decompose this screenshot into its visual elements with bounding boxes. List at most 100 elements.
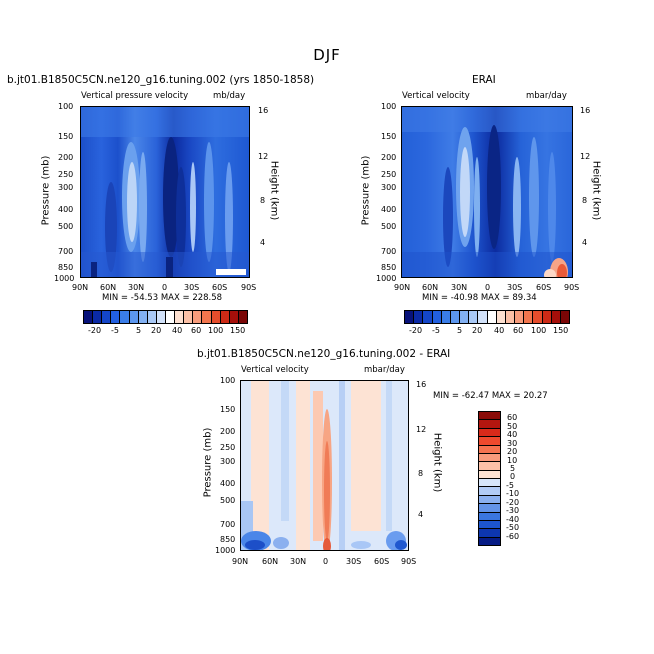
panel2-stats: MIN = -40.98 MAX = 89.34 bbox=[422, 293, 537, 303]
cbar3-label: 0 bbox=[510, 472, 516, 481]
colorbar-swatch bbox=[184, 311, 194, 323]
colorbar-swatch bbox=[496, 311, 506, 323]
panel3-htick: 4 bbox=[418, 510, 424, 519]
panel2-htick: 4 bbox=[582, 238, 588, 247]
panel1-lattick: 90N bbox=[72, 283, 89, 292]
cbar2-label: 100 bbox=[531, 326, 547, 335]
colorbar-swatch bbox=[469, 311, 479, 323]
panel1-ptick: 200 bbox=[58, 153, 74, 162]
panel1-ptick: 100 bbox=[58, 102, 74, 111]
colorbar-swatch bbox=[220, 311, 230, 323]
panel3-title: b.jt01.B1850C5CN.ne120_g16.tuning.002 - … bbox=[197, 348, 451, 360]
cbar3-label: -50 bbox=[506, 523, 520, 532]
colorbar-swatch bbox=[460, 311, 470, 323]
colorbar-swatch bbox=[542, 311, 552, 323]
panel2-htick: 8 bbox=[582, 196, 588, 205]
colorbar-swatch bbox=[479, 445, 500, 454]
panel2-lattick: 60N bbox=[422, 283, 439, 292]
colorbar-swatch bbox=[479, 487, 500, 496]
panel2-plot bbox=[401, 106, 573, 278]
panel3-ptick: 400 bbox=[220, 479, 236, 488]
cbar1-label: 100 bbox=[208, 326, 224, 335]
panel2-ptick: 250 bbox=[381, 170, 397, 179]
cbar1-label: 60 bbox=[191, 326, 202, 335]
colorbar-swatch bbox=[84, 311, 94, 323]
panel3-ptick: 1000 bbox=[215, 546, 236, 555]
colorbar-swatch bbox=[533, 311, 543, 323]
cbar2-label: 60 bbox=[513, 326, 524, 335]
colorbar-swatch bbox=[505, 311, 516, 323]
panel2-units: mbar/day bbox=[526, 91, 567, 101]
colorbar-swatch bbox=[129, 311, 139, 323]
panel3-ylabel: Pressure (mb) bbox=[202, 427, 214, 498]
panel2-lattick: 90N bbox=[394, 283, 411, 292]
panel3-units: mbar/day bbox=[364, 365, 405, 375]
panel1-ptick: 850 bbox=[58, 263, 74, 272]
panel1-lattick: 30N bbox=[128, 283, 145, 292]
panel2-ptick: 700 bbox=[381, 247, 397, 256]
panel2-lattick: 30S bbox=[507, 283, 523, 292]
panel3-lattick: 0 bbox=[323, 557, 329, 566]
panel1-htick: 4 bbox=[260, 238, 266, 247]
panel3-ptick: 250 bbox=[220, 443, 236, 452]
cbar2-label: 20 bbox=[472, 326, 483, 335]
colorbar-swatch bbox=[479, 462, 500, 471]
panel3-htick: 16 bbox=[416, 380, 427, 389]
colorbar-swatch bbox=[479, 437, 500, 446]
cbar3-label: 50 bbox=[507, 422, 518, 431]
colorbar-swatch bbox=[479, 428, 500, 438]
panel3-ptick: 300 bbox=[220, 457, 236, 466]
colorbar-swatch bbox=[193, 311, 203, 323]
colorbar-swatch bbox=[479, 520, 500, 530]
panel3-lattick: 60N bbox=[262, 557, 279, 566]
cbar2-label: 40 bbox=[494, 326, 505, 335]
panel2-ptick: 850 bbox=[381, 263, 397, 272]
cbar3-label: -20 bbox=[506, 498, 520, 507]
colorbar-swatch bbox=[560, 311, 570, 323]
cbar1-label: -20 bbox=[88, 326, 102, 335]
panel3-ptick: 150 bbox=[220, 405, 236, 414]
colorbar-swatch bbox=[515, 311, 525, 323]
colorbar-swatch bbox=[479, 504, 500, 513]
colorbar-swatch bbox=[175, 311, 185, 323]
panel1-stats: MIN = -54.53 MAX = 228.58 bbox=[102, 293, 223, 303]
colorbar-swatch bbox=[120, 311, 130, 323]
panel1-title: b.jt01.B1850C5CN.ne120_g16.tuning.002 (y… bbox=[7, 74, 315, 86]
panel2-left-label: Vertical velocity bbox=[402, 91, 470, 101]
colorbar-swatch bbox=[432, 311, 442, 323]
panel2-ptick: 200 bbox=[381, 153, 397, 162]
cbar3-label: 30 bbox=[507, 439, 518, 448]
cbar3-label: -60 bbox=[506, 532, 520, 541]
colorbar-swatch bbox=[479, 512, 500, 521]
colorbar-swatch bbox=[479, 420, 500, 429]
panel3-ptick: 200 bbox=[220, 427, 236, 436]
cbar2-label: 150 bbox=[553, 326, 569, 335]
panel1-ylabel: Pressure (mb) bbox=[40, 155, 52, 226]
panel2-ptick: 300 bbox=[381, 183, 397, 192]
colorbar-swatch bbox=[147, 311, 157, 323]
panel2-htick: 16 bbox=[580, 106, 591, 115]
panel2-htick: 12 bbox=[580, 152, 591, 161]
panel1-lattick: 30S bbox=[184, 283, 200, 292]
colorbar-swatch bbox=[479, 470, 500, 479]
colorbar-swatch bbox=[165, 311, 176, 323]
cbar3-label: 5 bbox=[510, 464, 516, 473]
season-title: DJF bbox=[313, 46, 341, 64]
panel1-ptick: 500 bbox=[58, 222, 74, 231]
cbar2-label: 5 bbox=[457, 326, 463, 335]
panel1-plot bbox=[80, 106, 250, 278]
panel2-ptick: 500 bbox=[381, 222, 397, 231]
panel1-ptick: 300 bbox=[58, 183, 74, 192]
cbar1-label: 40 bbox=[172, 326, 183, 335]
panel3-lattick: 60S bbox=[374, 557, 390, 566]
colorbar-swatch bbox=[479, 537, 500, 545]
panel3-lattick: 90N bbox=[232, 557, 249, 566]
colorbar-swatch bbox=[202, 311, 212, 323]
panel3-ptick: 700 bbox=[220, 520, 236, 529]
panel1-lattick: 90S bbox=[241, 283, 257, 292]
panel3-htick: 12 bbox=[416, 425, 427, 434]
cbar3-label: -5 bbox=[506, 481, 514, 490]
panel2-lattick: 90S bbox=[564, 283, 580, 292]
panel1-htick: 12 bbox=[258, 152, 269, 161]
panel2-ptick: 400 bbox=[381, 205, 397, 214]
